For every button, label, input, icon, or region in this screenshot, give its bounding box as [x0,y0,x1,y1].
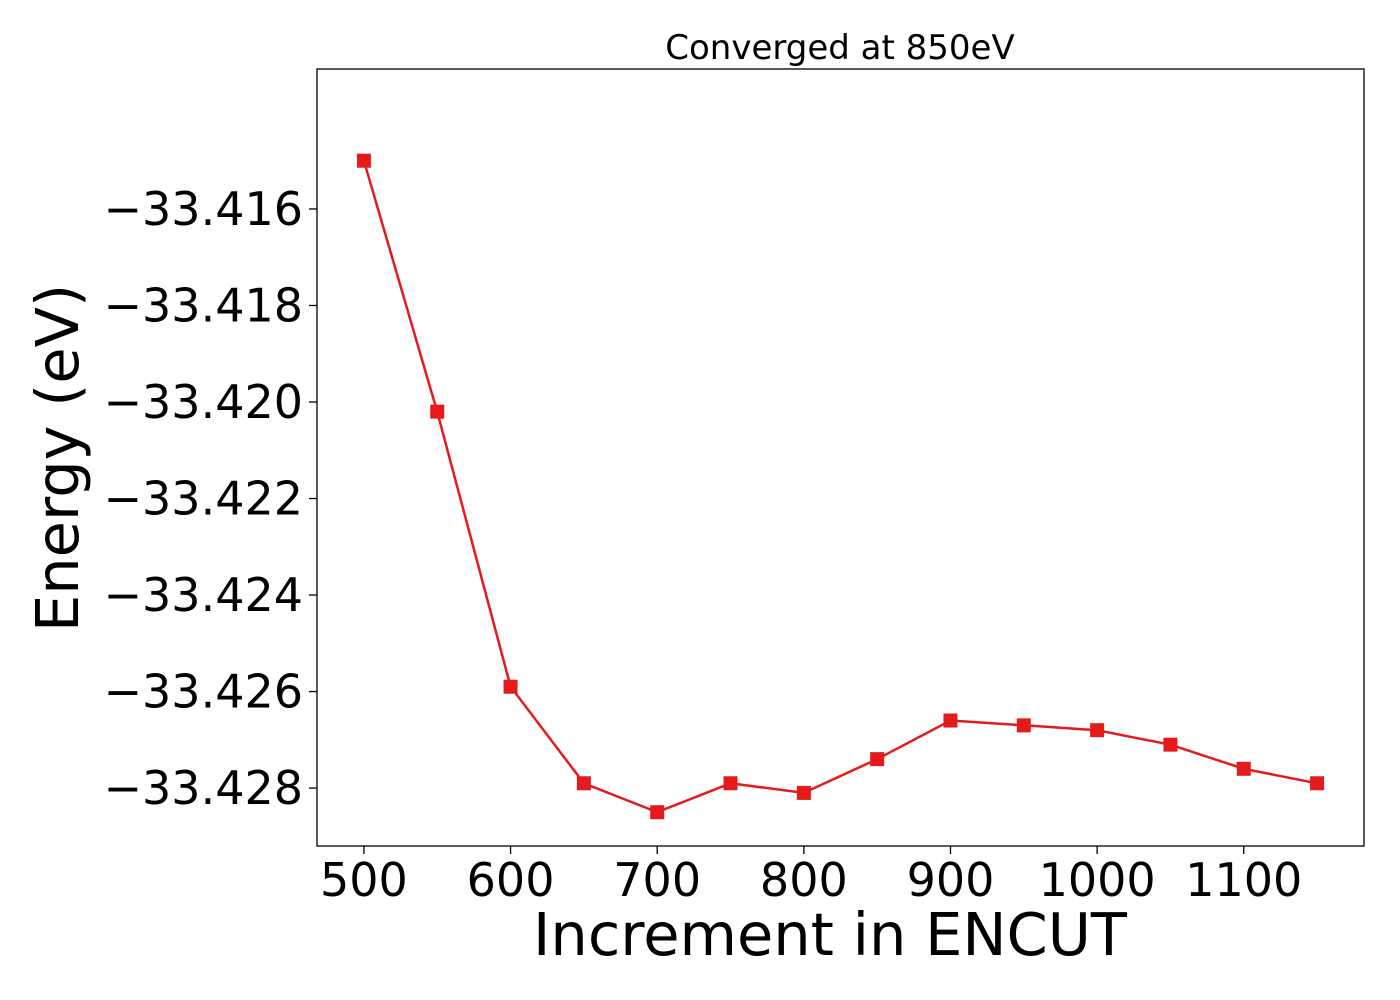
data-point-marker [943,713,958,728]
data-point-marker [723,776,738,791]
y-tick-label: −33.416 [104,182,304,236]
plot-frame [316,68,1365,847]
data-point-marker [356,153,371,168]
data-point-marker [430,404,445,419]
x-tick-label: 500 [320,853,408,907]
data-point-marker [576,776,591,791]
plot-area [356,153,1325,820]
data-point-marker [1236,761,1251,776]
data-point-marker [1310,776,1325,791]
data-point-marker [796,785,811,800]
x-tick-label: 1100 [1185,853,1302,907]
series-line [362,160,1318,814]
y-axis-label: Energy (eV) [23,284,92,632]
x-tick-label: 1000 [1039,853,1156,907]
y-tick-label: −33.422 [104,472,304,526]
x-tick-label: 800 [760,853,848,907]
y-tick-label: −33.418 [104,278,304,332]
y-tick-label: −33.424 [104,568,304,622]
y-tick-label: −33.426 [104,665,304,719]
data-point-marker [503,679,518,694]
x-tick-label: 900 [907,853,995,907]
chart-title: Converged at 850eV [665,28,1014,68]
data-point-marker [870,752,885,767]
data-point-marker [650,805,665,820]
y-tick-label: −33.420 [104,375,304,429]
x-tick-label: 600 [467,853,555,907]
x-tick-label: 700 [613,853,701,907]
x-axis-label: Increment in ENCUT [533,900,1128,969]
data-point-marker [1163,737,1178,752]
data-point-marker [1090,723,1105,738]
data-point-marker [1016,718,1031,733]
y-tick-label: −33.428 [104,761,304,815]
